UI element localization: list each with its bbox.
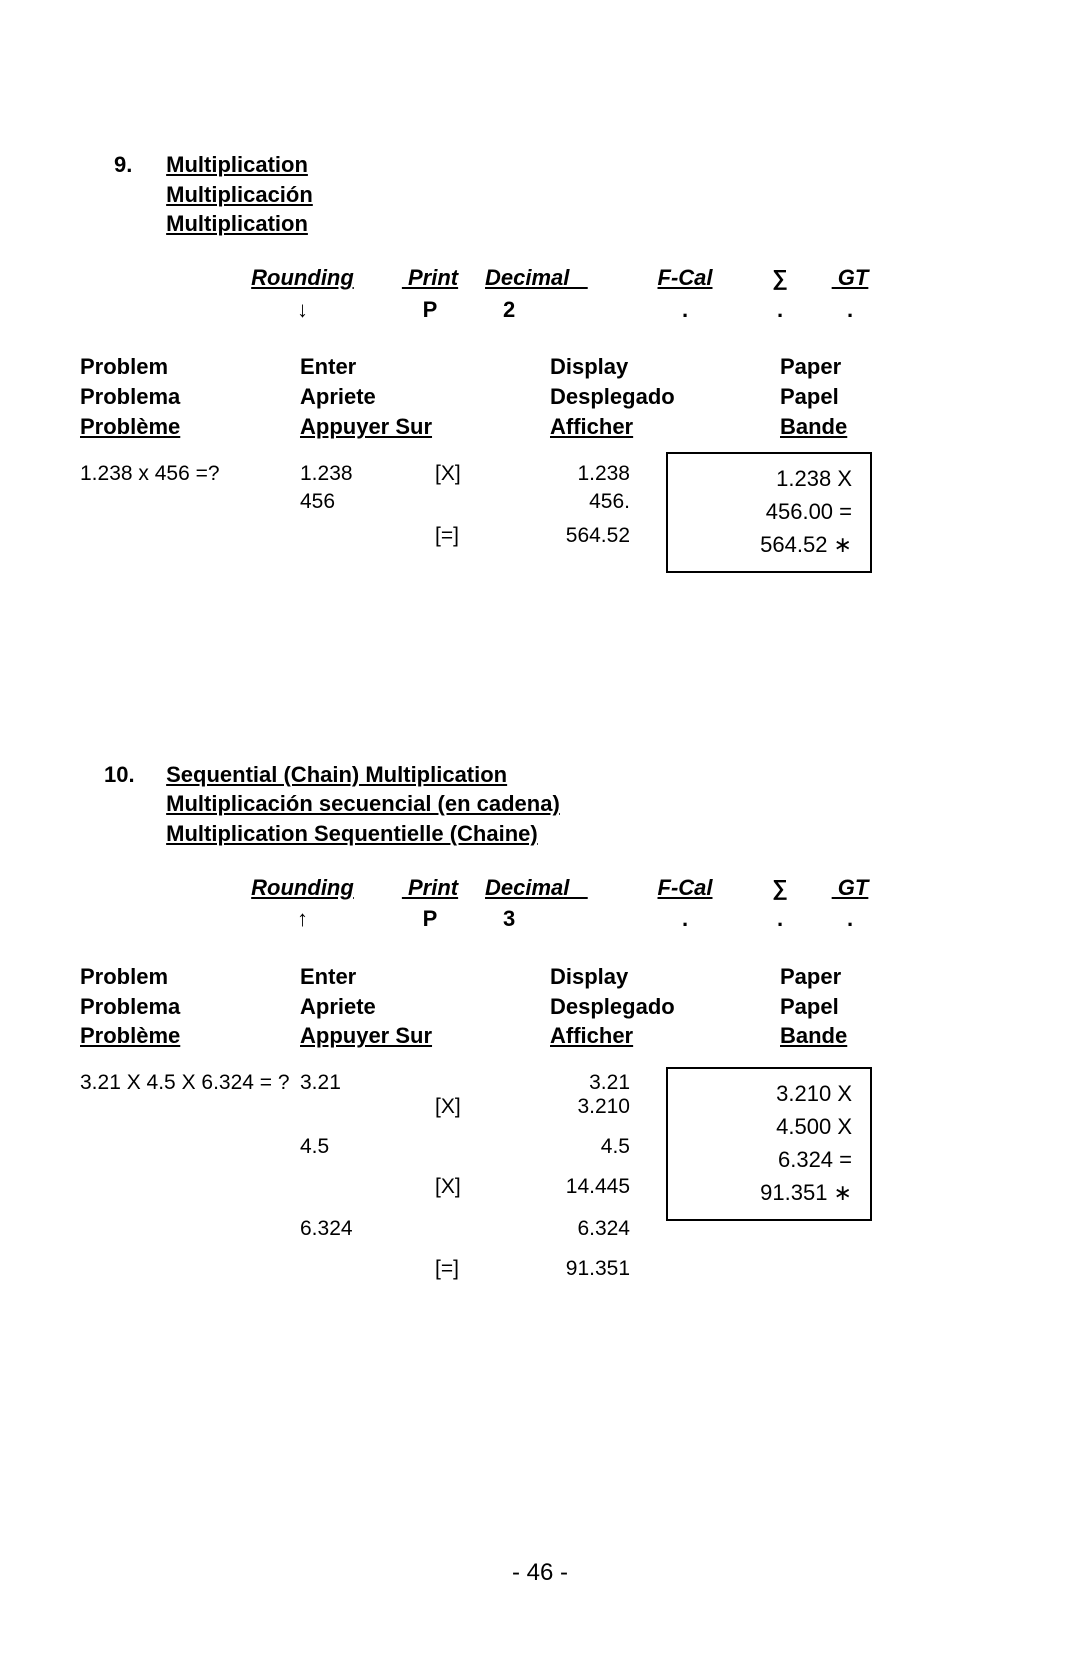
- display-value: 564.52: [500, 522, 630, 550]
- decimal-value: 2: [485, 295, 625, 325]
- paper-tape: 3.210 X 4.500 X 6.324 = 91.351 ∗: [666, 1067, 872, 1221]
- display-header-fr: Afficher: [550, 1023, 633, 1048]
- paper-tape: 1.238 X 456.00 = 564.52 ∗: [666, 452, 872, 573]
- paper-header-fr: Bande: [780, 414, 847, 439]
- section-number: 10.: [104, 760, 160, 790]
- rounding-header: Rounding: [230, 873, 375, 903]
- enter-header-fr: Appuyer Sur: [300, 1023, 432, 1048]
- print-header: Print: [375, 263, 485, 293]
- display-header-fr: Afficher: [550, 414, 633, 439]
- section-title-es: Multiplicación: [166, 182, 313, 207]
- section-title-es: Multiplicación secuencial (en cadena): [166, 791, 560, 816]
- switch-settings-row: Rounding ↑ Print P Decimal 3 F-Cal . ∑ .…: [230, 873, 1000, 934]
- display-value: 6.324: [500, 1215, 630, 1243]
- gt-header: GT: [815, 873, 885, 903]
- paper-line: 91.351 ∗: [686, 1176, 852, 1209]
- fcal-header: F-Cal: [625, 873, 745, 903]
- paper-header-es: Papel: [780, 384, 839, 409]
- paper-line: 4.500 X: [686, 1110, 852, 1143]
- display-value: 456.: [500, 488, 630, 516]
- problem-header-fr: Problème: [80, 1023, 180, 1048]
- rounding-value: ↑: [230, 904, 375, 934]
- gt-header: GT: [815, 263, 885, 293]
- key-press: [=]: [435, 522, 459, 550]
- manual-page: 9. Multiplication Multiplicación Multipl…: [0, 0, 1080, 1329]
- enter-header-es: Apriete: [300, 994, 376, 1019]
- problem-text: 1.238 x 456 =?: [80, 460, 220, 488]
- enter-header-fr: Appuyer Sur: [300, 414, 432, 439]
- key-press: [X]: [435, 1173, 461, 1201]
- sigma-header: ∑: [745, 263, 815, 293]
- paper-header-en: Paper: [780, 964, 841, 989]
- display-header-es: Desplegado: [550, 994, 675, 1019]
- gt-value: .: [815, 904, 885, 934]
- decimal-value: 3: [485, 904, 625, 934]
- problem-header-es: Problema: [80, 384, 180, 409]
- section-number: 9.: [114, 150, 160, 180]
- section-title-fr: Multiplication: [166, 211, 308, 236]
- section-9: 9. Multiplication Multiplicación Multipl…: [80, 150, 1000, 620]
- enter-header-es: Apriete: [300, 384, 376, 409]
- paper-line: 1.238 X: [686, 462, 852, 495]
- display-value: 91.351: [500, 1255, 630, 1283]
- key-press: [=]: [435, 1255, 459, 1283]
- key-press: [X]: [435, 460, 461, 488]
- enter-value: 1.238: [300, 460, 353, 488]
- switch-settings-row: Rounding ↓ Print P Decimal 2 F-Cal . ∑ .…: [230, 263, 1000, 324]
- problem-header-en: Problem: [80, 354, 168, 379]
- display-header-en: Display: [550, 354, 628, 379]
- enter-value: 6.324: [300, 1215, 353, 1243]
- problem-text: 3.21 X 4.5 X 6.324 = ?: [80, 1069, 290, 1097]
- decimal-header: Decimal: [485, 873, 625, 903]
- paper-header-fr: Bande: [780, 1023, 847, 1048]
- rounding-header: Rounding: [230, 263, 375, 293]
- fcal-value: .: [625, 904, 745, 934]
- enter-header-en: Enter: [300, 964, 356, 989]
- paper-line: 3.210 X: [686, 1077, 852, 1110]
- print-value: P: [375, 295, 485, 325]
- print-header: Print: [375, 873, 485, 903]
- column-headers: Problem Problema Problème Enter Apriete …: [80, 962, 1000, 1051]
- display-header-en: Display: [550, 964, 628, 989]
- paper-line: 564.52 ∗: [686, 528, 852, 561]
- key-press: [X]: [435, 1093, 461, 1121]
- page-number: - 46 -: [0, 1557, 1080, 1589]
- column-headers: Problem Problema Problème Enter Apriete …: [80, 352, 1000, 441]
- problem-header-en: Problem: [80, 964, 168, 989]
- sigma-value: .: [745, 295, 815, 325]
- fcal-header: F-Cal: [625, 263, 745, 293]
- decimal-header: Decimal: [485, 263, 625, 293]
- problem-header-fr: Problème: [80, 414, 180, 439]
- paper-line: 456.00 =: [686, 495, 852, 528]
- sigma-header: ∑: [745, 873, 815, 903]
- display-value: 3.210: [500, 1093, 630, 1121]
- gt-value: .: [815, 295, 885, 325]
- display-value: 14.445: [500, 1173, 630, 1201]
- section-title-en: Sequential (Chain) Multiplication: [166, 762, 507, 787]
- enter-value: 3.21: [300, 1069, 341, 1097]
- print-value: P: [375, 904, 485, 934]
- example-body: 3.21 X 4.5 X 6.324 = ? 3.21 4.5 6.324 [X…: [80, 1069, 1000, 1329]
- paper-header-es: Papel: [780, 994, 839, 1019]
- display-value: 1.238: [500, 460, 630, 488]
- paper-header-en: Paper: [780, 354, 841, 379]
- section-title-en: Multiplication: [166, 152, 308, 177]
- sigma-value: .: [745, 904, 815, 934]
- enter-value: 4.5: [300, 1133, 329, 1161]
- enter-value: 456: [300, 488, 335, 516]
- problem-header-es: Problema: [80, 994, 180, 1019]
- rounding-value: ↓: [230, 295, 375, 325]
- section-title-fr: Multiplication Sequentielle (Chaine): [166, 821, 538, 846]
- enter-header-en: Enter: [300, 354, 356, 379]
- paper-line: 6.324 =: [686, 1143, 852, 1176]
- fcal-value: .: [625, 295, 745, 325]
- example-body: 1.238 x 456 =? 1.238 456 [X] [=] 1.238 4…: [80, 460, 1000, 620]
- display-header-es: Desplegado: [550, 384, 675, 409]
- section-10: 10. Sequential (Chain) Multiplication Mu…: [80, 760, 1000, 1330]
- display-value: 4.5: [500, 1133, 630, 1161]
